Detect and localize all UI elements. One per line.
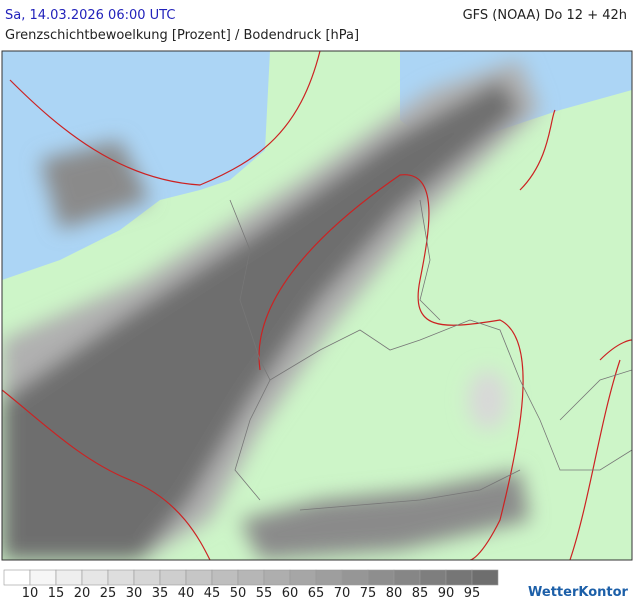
legend-swatch: [393, 569, 421, 586]
legend-swatch: [419, 569, 447, 586]
legend-label: 40: [178, 586, 195, 600]
legend-swatch: [159, 569, 187, 586]
legend-swatch: [107, 569, 135, 586]
legend-swatch: [3, 569, 31, 586]
legend-swatch: [263, 569, 291, 586]
legend-swatch: [471, 569, 499, 586]
map-frame: [1, 50, 633, 561]
legend-swatch: [315, 569, 343, 586]
legend-label: 50: [230, 586, 247, 600]
model-run: GFS (NOAA) Do 12 + 42h: [463, 8, 627, 23]
legend-swatch: [29, 569, 57, 586]
legend-swatch: [133, 569, 161, 586]
legend-swatch: [237, 569, 265, 586]
legend-swatch: [81, 569, 109, 586]
legend-label: 15: [48, 586, 65, 600]
legend-label: 60: [282, 586, 299, 600]
subtitle: Grenzschichtbewoelkung [Prozent] / Boden…: [5, 28, 359, 43]
legend-swatch: [211, 569, 239, 586]
legend-label: 30: [126, 586, 143, 600]
borders: [229, 199, 632, 511]
legend-swatch: [55, 569, 83, 586]
legend-label: 70: [334, 586, 351, 600]
legend-label: 55: [256, 586, 273, 600]
legend-label: 85: [412, 586, 429, 600]
legend-swatch: [289, 569, 317, 586]
datetime: Sa, 14.03.2026 06:00 UTC: [5, 8, 175, 23]
map: [1, 50, 633, 561]
legend-label: 65: [308, 586, 325, 600]
legend-label: 90: [438, 586, 455, 600]
legend-swatch: [185, 569, 213, 586]
isobars: [2, 51, 632, 560]
legend-swatch: [367, 569, 395, 586]
legend-label: 80: [386, 586, 403, 600]
legend: 10 15 20 25 30 35 40 45 50 55 60 65 70 75 80 85 90 95: [3, 569, 499, 601]
legend-label: 45: [204, 586, 221, 600]
legend-label: 95: [464, 586, 481, 600]
legend-swatch: [341, 569, 369, 586]
legend-label: 75: [360, 586, 377, 600]
cloud-field: [2, 60, 540, 560]
legend-label: 35: [152, 586, 169, 600]
legend-label: 10: [22, 586, 39, 600]
legend-swatch: [445, 569, 473, 586]
legend-label: 25: [100, 586, 117, 600]
logo: WetterKontor: [528, 585, 629, 600]
legend-label: 20: [74, 586, 91, 600]
